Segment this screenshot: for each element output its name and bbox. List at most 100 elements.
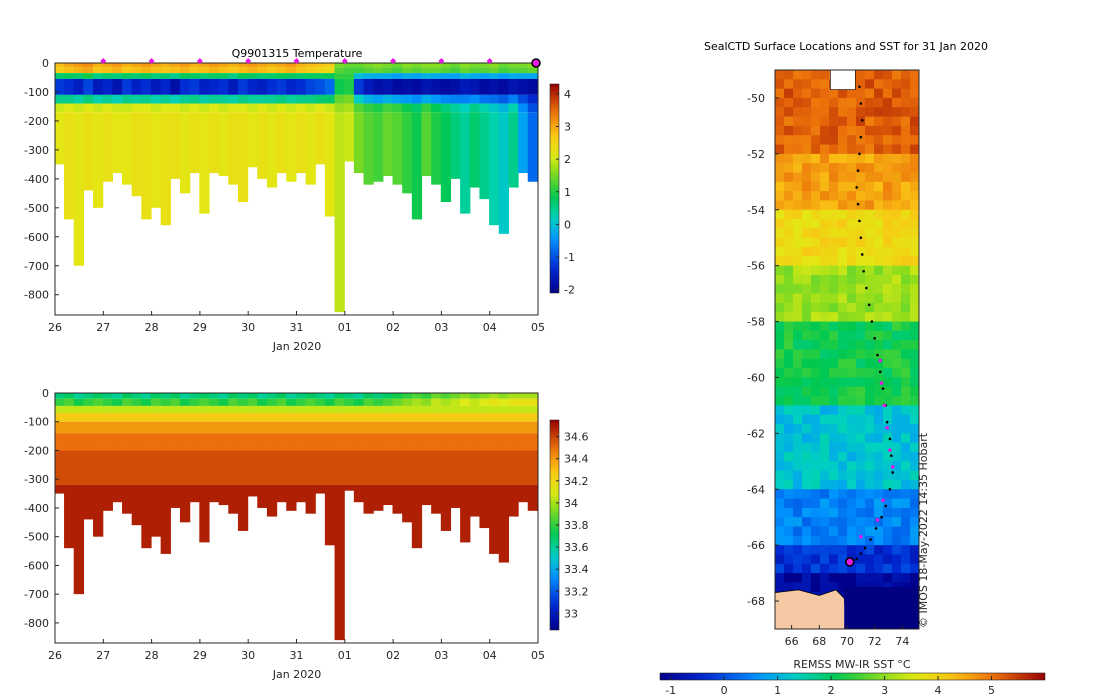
sst-cell bbox=[838, 330, 848, 341]
sst-cell bbox=[892, 181, 902, 192]
track-point bbox=[873, 337, 876, 340]
temperature-cell bbox=[122, 67, 133, 74]
sst-cell bbox=[802, 535, 812, 546]
sst-cell bbox=[865, 88, 875, 99]
salinity-cell bbox=[199, 393, 210, 399]
salinity-cell bbox=[141, 450, 152, 485]
salinity-cell bbox=[402, 398, 413, 406]
salinity-cell bbox=[257, 433, 268, 451]
sst-cell bbox=[802, 470, 812, 481]
sst-cell bbox=[865, 535, 875, 546]
sst-cell bbox=[856, 498, 866, 509]
temperature-cell bbox=[208, 94, 220, 104]
sst-cell bbox=[874, 330, 884, 341]
temperature-cell bbox=[160, 112, 171, 226]
salinity-x-tick-label: 29 bbox=[193, 649, 207, 662]
map-lon-ticks: 66 68 70 72 74 bbox=[785, 625, 909, 648]
sst-cell bbox=[865, 554, 875, 565]
salinity-cell bbox=[469, 405, 481, 414]
sst-cell bbox=[793, 330, 803, 341]
salinity-cell bbox=[93, 421, 104, 434]
sst-cell bbox=[811, 479, 821, 490]
salinity-cell bbox=[131, 405, 142, 414]
sst-cell bbox=[856, 424, 866, 434]
temperature-cell bbox=[344, 67, 355, 74]
temperature-cell bbox=[160, 103, 171, 113]
sst-cell bbox=[865, 125, 875, 136]
salinity-cell bbox=[237, 393, 249, 399]
temperature-cell bbox=[73, 78, 84, 95]
temperature-cell bbox=[344, 94, 355, 104]
sst-cell bbox=[910, 414, 919, 425]
sst-cell bbox=[793, 451, 803, 462]
salinity-cell bbox=[469, 398, 481, 406]
sst-cell bbox=[910, 153, 919, 164]
sst-cell bbox=[829, 451, 839, 462]
sst-cell bbox=[793, 284, 803, 294]
salinity-cell bbox=[266, 450, 278, 485]
salinity-cell bbox=[498, 398, 510, 406]
sst-cell bbox=[892, 461, 902, 472]
sst-cell bbox=[847, 209, 857, 220]
temperature-cell bbox=[179, 67, 191, 74]
sst-cell bbox=[901, 340, 911, 350]
sst-cell bbox=[775, 433, 785, 444]
sst-cell bbox=[910, 228, 919, 239]
salinity-cell bbox=[131, 393, 142, 399]
salinity-cell bbox=[208, 450, 220, 485]
sst-cell bbox=[901, 293, 911, 304]
temperature-cell bbox=[131, 78, 142, 95]
temperature-cell bbox=[489, 67, 500, 74]
salinity-cell bbox=[141, 393, 152, 399]
temperature-cell bbox=[218, 112, 229, 176]
sst-cell bbox=[820, 386, 830, 397]
temperature-cell bbox=[83, 94, 94, 104]
sst-cell bbox=[883, 116, 893, 127]
temperature-cell bbox=[431, 63, 442, 68]
temperature-cell bbox=[228, 112, 239, 185]
sst-cell bbox=[847, 107, 857, 117]
salinity-cell bbox=[257, 393, 268, 399]
sst-cell bbox=[784, 163, 794, 173]
temperature-cell bbox=[122, 78, 133, 95]
sst-cell bbox=[865, 489, 875, 499]
temperature-cell bbox=[305, 73, 316, 79]
salinity-cell bbox=[344, 393, 355, 399]
sst-cell bbox=[874, 247, 884, 257]
sst-cell bbox=[820, 396, 830, 406]
temperature-cell bbox=[160, 78, 171, 95]
temperature-cell bbox=[353, 94, 365, 104]
map-lon-tick-label: 68 bbox=[812, 635, 826, 648]
temperature-cell bbox=[141, 94, 152, 104]
temperature-cell bbox=[450, 112, 461, 179]
salinity-cell bbox=[83, 398, 94, 406]
salinity-cell bbox=[83, 413, 94, 422]
salinity-cell bbox=[344, 413, 355, 422]
map-lat-tick-label: -54 bbox=[747, 204, 765, 217]
salinity-cell bbox=[276, 450, 287, 485]
sst-cell bbox=[775, 479, 785, 490]
sst-cell bbox=[901, 442, 911, 453]
sst-cell bbox=[820, 451, 830, 462]
sst-cell bbox=[874, 442, 884, 453]
sst-cell bbox=[847, 340, 857, 350]
temperature-cell bbox=[208, 73, 220, 79]
salinity-cell bbox=[64, 450, 75, 485]
sst-cell bbox=[775, 424, 785, 434]
sst-cell bbox=[838, 340, 848, 350]
sst-cell bbox=[829, 144, 839, 155]
sst-cell bbox=[775, 228, 785, 239]
salinity-cell bbox=[189, 393, 200, 399]
sst-cell bbox=[784, 563, 794, 574]
sst-cell bbox=[847, 116, 857, 127]
sst-cell bbox=[829, 340, 839, 350]
sst-cell bbox=[874, 135, 884, 145]
salinity-cell bbox=[286, 398, 297, 406]
sst-cell bbox=[793, 274, 803, 285]
temperature-cell bbox=[392, 112, 403, 185]
temperature-cell bbox=[315, 112, 326, 165]
temperature-cell bbox=[218, 78, 229, 95]
temperature-cell bbox=[73, 63, 84, 68]
land-polygon bbox=[775, 589, 848, 629]
sst-cell bbox=[775, 135, 785, 145]
